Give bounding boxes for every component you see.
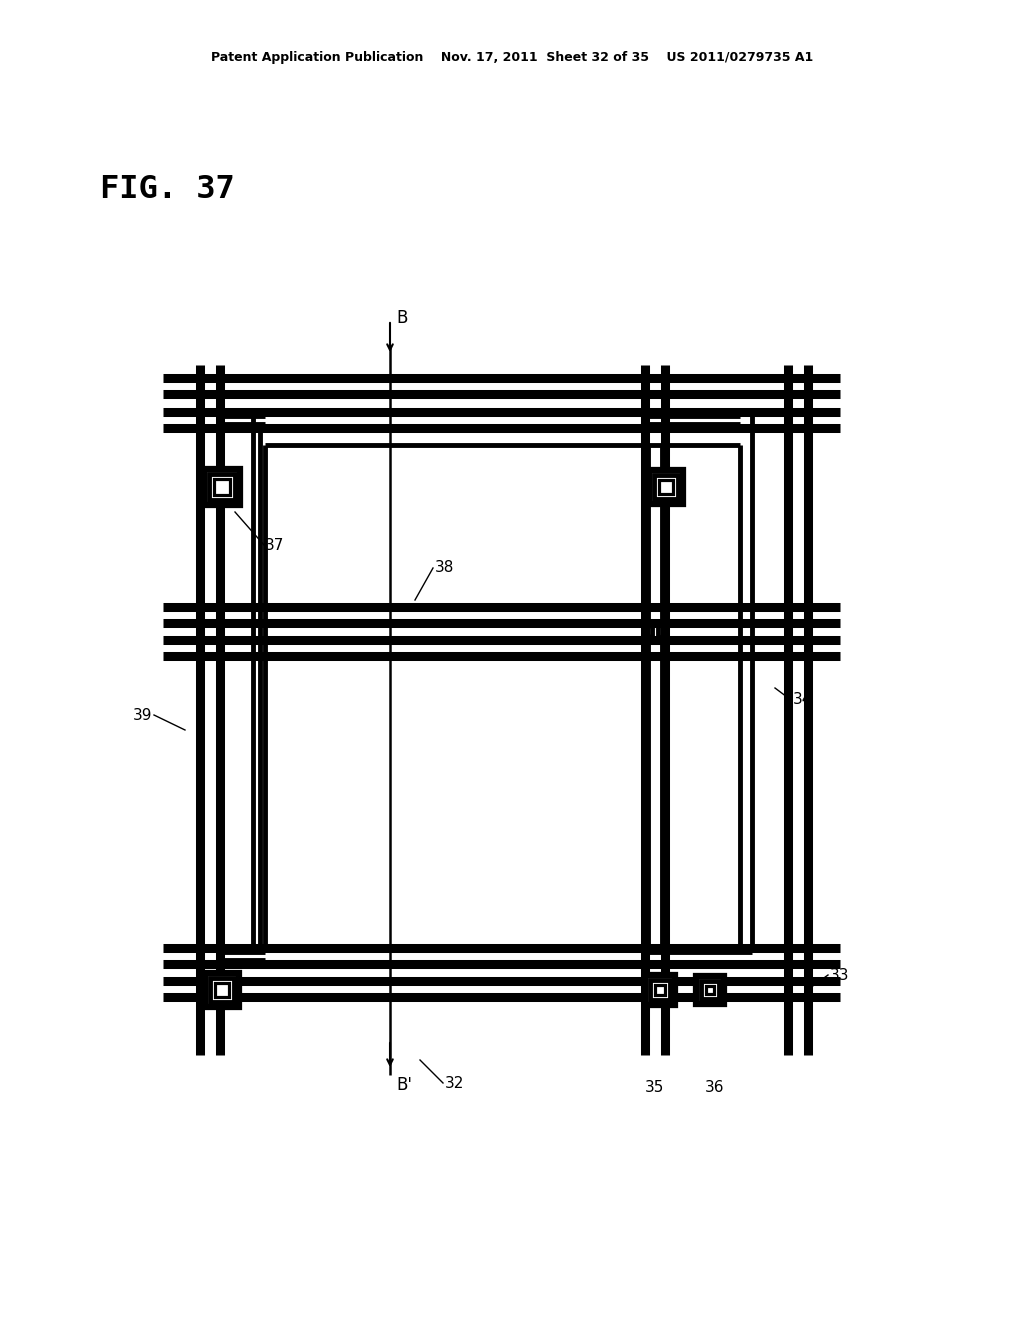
Bar: [659, 480, 673, 494]
Text: 39: 39: [132, 708, 152, 722]
Bar: [215, 983, 229, 997]
Text: 37: 37: [265, 537, 285, 553]
Text: 32: 32: [445, 1076, 464, 1090]
Bar: [204, 469, 240, 506]
Text: FIG. 37: FIG. 37: [100, 174, 234, 206]
Bar: [706, 986, 714, 994]
Text: B: B: [396, 309, 408, 327]
Bar: [210, 978, 234, 1002]
Bar: [649, 470, 683, 504]
Text: 36: 36: [706, 1081, 725, 1096]
Bar: [205, 973, 239, 1007]
Text: 35: 35: [645, 1081, 665, 1096]
Text: 38: 38: [435, 561, 455, 576]
Bar: [214, 479, 230, 495]
Text: B': B': [396, 1076, 412, 1094]
Bar: [655, 985, 665, 995]
Bar: [654, 475, 678, 499]
Bar: [209, 474, 234, 500]
Text: Patent Application Publication    Nov. 17, 2011  Sheet 32 of 35    US 2011/02797: Patent Application Publication Nov. 17, …: [211, 51, 813, 65]
Bar: [650, 979, 670, 1001]
Text: 33: 33: [830, 968, 850, 982]
Bar: [701, 981, 719, 999]
Bar: [645, 975, 675, 1005]
Bar: [696, 975, 724, 1005]
Text: 34: 34: [793, 693, 812, 708]
